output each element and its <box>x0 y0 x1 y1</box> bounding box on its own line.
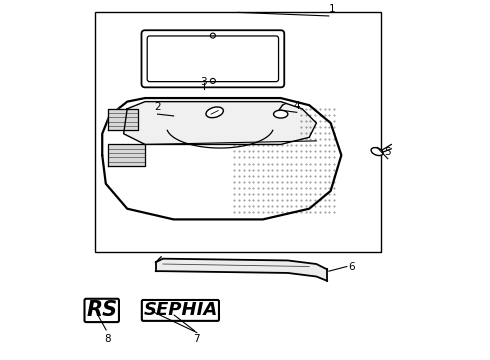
Ellipse shape <box>273 110 288 118</box>
Text: 5: 5 <box>385 147 391 157</box>
Text: 2: 2 <box>154 102 161 112</box>
Ellipse shape <box>206 107 223 118</box>
Polygon shape <box>108 144 145 166</box>
Text: SEPHIA: SEPHIA <box>143 301 218 319</box>
Text: 3: 3 <box>200 77 207 87</box>
Ellipse shape <box>371 148 383 156</box>
Text: 4: 4 <box>294 100 300 111</box>
Polygon shape <box>123 102 317 144</box>
Text: 7: 7 <box>194 334 200 345</box>
Text: 8: 8 <box>104 334 111 345</box>
Text: 6: 6 <box>348 261 355 271</box>
Text: RS: RS <box>86 301 117 320</box>
Bar <box>95 12 381 252</box>
FancyBboxPatch shape <box>142 30 284 87</box>
Polygon shape <box>156 259 327 281</box>
Polygon shape <box>102 98 342 219</box>
Polygon shape <box>108 109 138 130</box>
Text: 1: 1 <box>329 4 336 14</box>
